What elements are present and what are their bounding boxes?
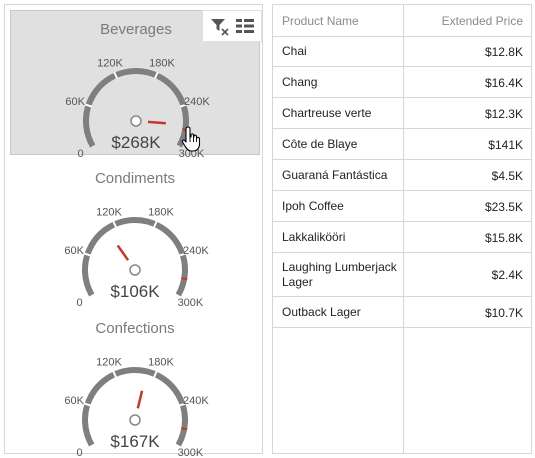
gauge-tick-label: 240K: [183, 245, 209, 257]
gauge-tick-gap: [113, 71, 119, 79]
cell-extended-price: $12.8K: [484, 44, 523, 59]
cell-extended-price: $23.5K: [484, 199, 523, 214]
cell-extended-price: $12.3K: [484, 106, 523, 121]
gauge-tick-gap: [179, 103, 188, 108]
gauge-tick-label: 240K: [183, 395, 209, 407]
gauge-panel: Beverages 0 60K 120K 180K 240K 300K $268K Condi…: [4, 4, 263, 458]
gauge-arc: [83, 68, 189, 148]
table-row[interactable]: Chang $16.4K: [273, 67, 531, 98]
gauge-tick-label: 180K: [149, 58, 175, 70]
table-row[interactable]: Guaraná Fantástica $4.5K: [273, 160, 531, 191]
gauge-needle: [147, 120, 167, 125]
table-row[interactable]: Chartreuse verte $12.3K: [273, 98, 531, 129]
gauge-title: Condiments: [95, 170, 175, 187]
gauge-tick-gap: [83, 252, 92, 257]
gauge-target-marker: [181, 427, 188, 431]
clear-filter-icon: [211, 19, 229, 36]
cell-product-name: Outback Lager: [282, 305, 361, 319]
gauge-tick-gap: [83, 402, 92, 407]
gauge-tick-label: 0: [77, 447, 83, 458]
gauge-value: $106K: [110, 282, 160, 301]
cell-product-name: Chang: [282, 75, 318, 89]
gauge-value: $167K: [110, 432, 160, 451]
gauge-tick-label: 240K: [184, 96, 210, 108]
cell-product-name: Guaraná Fantástica: [282, 168, 388, 182]
cell-product-name: Lakkalikööri: [282, 230, 346, 244]
gauge-condiments: Condiments 0 60K 120K 180K 240K 300K $106K: [64, 170, 209, 309]
gauge-tick-label: 180K: [148, 207, 174, 219]
gauge-tick-gap: [112, 370, 118, 378]
gauge-tick-label: 300K: [178, 297, 204, 309]
gauge-needle-hub: [129, 414, 141, 426]
gauge-tick-label: 180K: [148, 357, 174, 369]
cell-product-name: Ipoh Coffee: [282, 199, 344, 213]
gauge-tick-gap: [152, 220, 158, 228]
gauge-needle-hub: [130, 115, 142, 127]
gauge-card-condiments[interactable]: Condiments 0 60K 120K 180K 240K 300K $106K: [10, 160, 260, 309]
gauge-value: $268K: [111, 133, 161, 152]
gauge-card-confections[interactable]: Confections 0 60K 120K 180K 240K 300K $167K: [10, 310, 260, 458]
cell-extended-price: $16.4K: [484, 75, 523, 90]
gauge-tick-gap: [153, 71, 159, 79]
gauge-tick-label: 0: [77, 297, 83, 309]
column-divider: [403, 5, 404, 453]
gauge-tick-gap: [178, 402, 187, 407]
gauge-needle: [136, 390, 144, 409]
grid-rows: Chai $12.8K Chang $16.4K Chartreuse verte $12…: [273, 36, 531, 328]
multi-select-button[interactable]: [234, 15, 256, 37]
gauge-beverages: Beverages 0 60K 120K 180K 240K 300K $268K: [65, 21, 210, 160]
table-row[interactable]: Lakkalikööri $15.8K: [273, 222, 531, 253]
table-row[interactable]: Côte de Blaye $141K: [273, 129, 531, 160]
column-header-extended-price[interactable]: Extended Price: [441, 14, 523, 28]
cell-extended-price: $2.4K: [491, 268, 523, 282]
cell-extended-price: $4.5K: [491, 168, 523, 183]
table-row[interactable]: Outback Lager $10.7K: [273, 297, 531, 328]
gauge-needle-hub: [129, 264, 141, 276]
table-row[interactable]: Chai $12.8K: [273, 36, 531, 67]
gauge-tick-gap: [112, 220, 118, 228]
gauge-arc: [82, 217, 188, 297]
gauge-tick-label: 60K: [64, 395, 84, 407]
gauge-tick-label: 120K: [96, 357, 122, 369]
cell-extended-price: $10.7K: [484, 305, 523, 320]
gauge-tick-label: 0: [78, 148, 84, 160]
cell-product-name: Chartreuse verte: [282, 106, 372, 120]
product-grid: Product Name Extended Price Chai $12.8K Ch…: [272, 4, 532, 454]
gauge-tick-gap: [84, 103, 93, 108]
hand-pointer-icon: [181, 126, 201, 152]
clear-filter-button[interactable]: [208, 15, 230, 37]
gauge-tick-label: 120K: [96, 207, 122, 219]
cell-extended-price: $15.8K: [484, 230, 523, 245]
gauge-tick-gap: [178, 252, 187, 257]
gauge-tick-label: 300K: [178, 447, 204, 458]
gauge-toolbar: [202, 10, 262, 42]
gauge-tick-label: 60K: [64, 245, 84, 257]
cell-extended-price: $141K: [488, 137, 523, 152]
gauge-needle: [116, 244, 130, 261]
gauge-title: Confections: [95, 320, 174, 337]
gauge-confections: Confections 0 60K 120K 180K 240K 300K $167K: [64, 320, 209, 458]
column-header-product-name[interactable]: Product Name: [282, 14, 359, 28]
gauge-title: Beverages: [100, 21, 172, 38]
table-row[interactable]: Laughing Lumberjack Lager $2.4K: [273, 253, 531, 297]
cell-product-name: Côte de Blaye: [282, 137, 358, 151]
gauge-tick-label: 60K: [65, 96, 85, 108]
grid-header: Product Name Extended Price: [273, 5, 531, 37]
cell-product-name: Laughing Lumberjack Lager: [282, 260, 397, 289]
gauge-arc: [82, 367, 188, 447]
gauge-target-marker: [181, 277, 188, 281]
multi-select-icon: [236, 19, 254, 33]
cell-product-name: Chai: [282, 44, 307, 58]
gauge-tick-gap: [152, 370, 158, 378]
gauge-tick-label: 120K: [97, 58, 123, 70]
table-row[interactable]: Ipoh Coffee $23.5K: [273, 191, 531, 222]
gauge-tick-label: 300K: [179, 148, 205, 160]
